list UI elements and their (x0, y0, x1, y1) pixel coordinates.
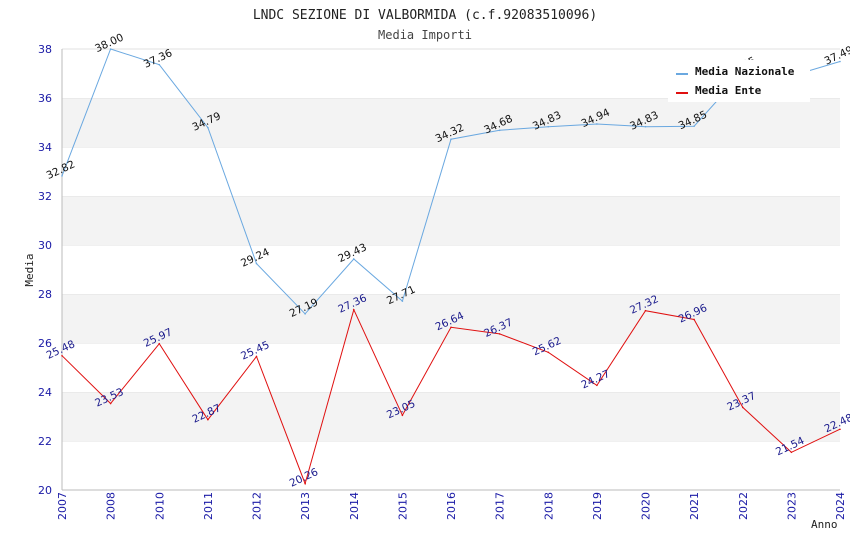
data-point (158, 63, 161, 66)
data-point (158, 342, 161, 345)
grid-band (62, 392, 840, 441)
data-point (109, 48, 112, 50)
data-point (498, 333, 501, 335)
x-tick-label: 2019 (591, 492, 604, 520)
legend: Media Nazionale Media Ente (668, 60, 810, 102)
x-tick-label: 2020 (640, 492, 653, 520)
data-point (352, 258, 355, 260)
y-axis-label: Media (23, 253, 36, 286)
data-point (547, 125, 550, 128)
data-point (61, 175, 63, 177)
y-tick-label: 38 (38, 43, 52, 56)
x-tick-label: 2023 (785, 492, 798, 520)
x-axis-label: Anno (811, 518, 838, 531)
data-point (693, 318, 695, 321)
data-point (498, 129, 501, 132)
data-point (693, 125, 695, 127)
y-tick-label: 32 (38, 190, 52, 203)
x-tick-label: 2007 (56, 492, 69, 520)
data-point (644, 309, 647, 312)
legend-label-nazionale: Media Nazionale (695, 65, 795, 78)
data-point (790, 451, 793, 454)
data-point (450, 138, 452, 140)
data-point (304, 313, 306, 315)
x-tick-label: 2014 (348, 492, 361, 520)
grid-band (62, 441, 840, 490)
data-point (352, 308, 355, 311)
x-tick-label: 2017 (494, 492, 507, 520)
y-tick-label: 36 (38, 92, 52, 105)
grid-band (62, 343, 840, 392)
y-axis-ticks: 20 22 24 26 28 30 32 34 36 38 (38, 43, 52, 497)
x-tick-label: 2010 (153, 492, 166, 520)
x-tick-label: 2024 (834, 492, 847, 520)
data-point (596, 123, 598, 125)
data-point (596, 384, 598, 387)
grid-band (62, 294, 840, 343)
x-tick-label: 2015 (396, 492, 409, 520)
data-point (255, 355, 258, 358)
data-point (450, 326, 452, 329)
grid-band (62, 147, 840, 196)
y-tick-label: 28 (38, 288, 52, 301)
data-point (207, 418, 209, 421)
data-point (644, 125, 647, 128)
grid-band (62, 245, 840, 294)
x-tick-label: 2013 (299, 492, 312, 520)
grid-band (62, 196, 840, 245)
x-tick-label: 2016 (445, 492, 458, 520)
data-point (255, 262, 258, 265)
y-tick-label: 26 (38, 337, 52, 350)
x-axis-ticks: 2007 2008 2010 2011 2012 2013 2014 2015 2016 2017… (56, 492, 847, 520)
y-tick-label: 20 (38, 484, 52, 497)
legend-label-ente: Media Ente (695, 84, 762, 97)
data-point (401, 414, 404, 417)
x-tick-label: 2008 (105, 492, 118, 520)
chart-subtitle: Media Importi (378, 28, 472, 42)
y-tick-label: 30 (38, 239, 52, 252)
data-point (839, 60, 841, 63)
data-point (839, 428, 841, 431)
data-point (741, 406, 744, 409)
data-point (109, 402, 112, 405)
y-tick-label: 24 (38, 386, 52, 399)
x-tick-label: 2012 (251, 492, 264, 520)
x-tick-label: 2018 (542, 492, 555, 520)
x-tick-label: 2021 (688, 492, 701, 520)
x-tick-label: 2022 (737, 492, 750, 520)
series-lines (61, 48, 841, 486)
legend-background (668, 60, 810, 102)
data-point (304, 482, 306, 485)
data-point (401, 300, 404, 302)
grid-bands (62, 48, 840, 490)
data-point (61, 354, 63, 357)
data-point (207, 126, 209, 129)
x-tick-label: 2011 (202, 492, 215, 520)
data-point (547, 351, 550, 354)
chart-title: LNDC SEZIONE DI VALBORMIDA (c.f.92083510… (253, 8, 597, 23)
y-tick-label: 22 (38, 435, 52, 448)
y-tick-label: 34 (38, 141, 52, 154)
